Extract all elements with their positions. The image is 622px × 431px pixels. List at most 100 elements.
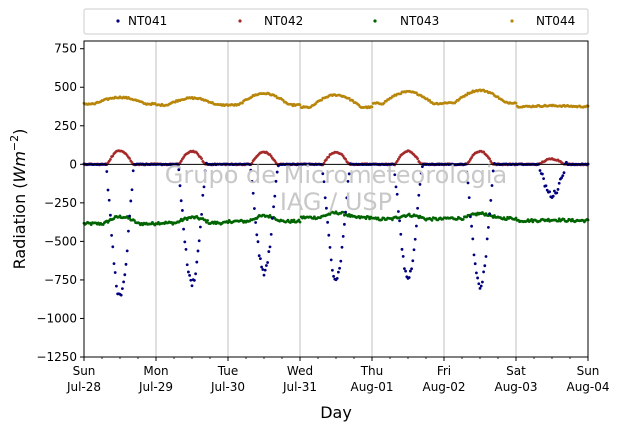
point-nt041-86 bbox=[185, 263, 189, 267]
point-nt041-142 bbox=[253, 207, 256, 210]
point-nt041-380 bbox=[538, 169, 542, 172]
point-nt041-279 bbox=[417, 193, 421, 197]
y-tick-label-1: −1000 bbox=[36, 311, 77, 325]
y-axis-label-unit: Wm bbox=[10, 151, 29, 182]
legend-label-nt044: NT044 bbox=[536, 14, 575, 28]
point-nt041-143 bbox=[254, 221, 257, 224]
point-nt041-98 bbox=[200, 213, 204, 216]
point-nt041-273 bbox=[410, 267, 413, 271]
point-nt041-327 bbox=[475, 271, 478, 275]
point-nt041-221 bbox=[347, 172, 351, 176]
point-nt042-140 bbox=[250, 161, 254, 165]
point-nt041-19 bbox=[105, 170, 109, 173]
point-nt041-281 bbox=[419, 171, 423, 175]
point-nt043-42 bbox=[133, 219, 136, 222]
point-nt041-35 bbox=[124, 262, 128, 266]
point-nt043-352 bbox=[505, 218, 508, 221]
point-nt041-385 bbox=[544, 184, 548, 188]
point-nt041-149 bbox=[261, 268, 265, 271]
point-nt044-240 bbox=[370, 105, 374, 109]
point-nt041-207 bbox=[331, 268, 334, 272]
x-tick-label-3-date: Jul-31 bbox=[282, 380, 317, 394]
point-nt041-84 bbox=[183, 240, 187, 244]
point-nt041-261 bbox=[395, 192, 399, 196]
point-nt043-175 bbox=[292, 218, 296, 222]
y-axis-label-close: ) bbox=[10, 129, 29, 135]
point-nt041-330 bbox=[478, 287, 482, 290]
point-nt042-24 bbox=[111, 154, 115, 158]
point-nt043-205 bbox=[328, 212, 332, 216]
point-nt041-321 bbox=[467, 196, 471, 200]
point-nt041-278 bbox=[416, 206, 419, 210]
point-nt041-259 bbox=[393, 173, 397, 177]
y-tick-label-8: 750 bbox=[54, 42, 77, 56]
point-nt041-271 bbox=[407, 276, 411, 279]
point-nt041-386 bbox=[545, 188, 549, 192]
point-nt043-86 bbox=[185, 218, 189, 222]
point-nt041-85 bbox=[184, 248, 188, 251]
x-tick-label-4-day: Thu bbox=[360, 364, 384, 378]
point-nt041-391 bbox=[551, 194, 555, 198]
point-nt043-257 bbox=[391, 218, 394, 222]
point-nt041-396 bbox=[557, 181, 561, 185]
y-tick-label-7: 500 bbox=[54, 80, 77, 94]
point-nt041-82 bbox=[181, 209, 184, 212]
point-nt041-262 bbox=[397, 210, 400, 213]
point-nt041-21 bbox=[107, 198, 111, 202]
point-nt041-219 bbox=[345, 196, 349, 200]
point-nt041-23 bbox=[110, 234, 113, 237]
point-nt041-27 bbox=[115, 284, 118, 288]
point-nt041-157 bbox=[271, 216, 274, 220]
point-nt041-220 bbox=[346, 180, 350, 183]
point-nt041-212 bbox=[337, 270, 340, 274]
x-tick-label-0-day: Sun bbox=[73, 364, 96, 378]
point-nt041-88 bbox=[188, 273, 192, 277]
x-tick-label-5-day: Fri bbox=[437, 364, 451, 378]
point-nt042-22 bbox=[109, 157, 112, 161]
point-nt041-383 bbox=[542, 177, 545, 181]
point-nt041-205 bbox=[328, 246, 332, 249]
point-nt041-93 bbox=[194, 272, 198, 276]
point-nt041-272 bbox=[409, 269, 412, 273]
y-tick-label-2: −750 bbox=[44, 273, 77, 287]
point-nt041-81 bbox=[179, 199, 183, 203]
y-tick-label-0: −1250 bbox=[36, 350, 77, 364]
point-nt041-140 bbox=[250, 180, 254, 183]
point-nt041-395 bbox=[556, 187, 560, 191]
y-axis-label: Radiation (Wm−2) bbox=[8, 129, 29, 270]
point-nt043-101 bbox=[203, 218, 207, 222]
point-nt041-90 bbox=[190, 284, 194, 288]
point-nt041-150 bbox=[262, 273, 266, 277]
x-axis: Sun Jul-28 Mon Jul-29 Tue Jul-30 Wed Jul-31 Thu A… bbox=[66, 357, 610, 394]
point-nt041-95 bbox=[196, 249, 200, 253]
point-nt041-215 bbox=[340, 245, 344, 249]
point-nt041-31 bbox=[119, 293, 123, 297]
x-tick-label-5-date: Aug-02 bbox=[422, 380, 465, 394]
point-nt044-180 bbox=[298, 103, 302, 107]
point-nt041-268 bbox=[404, 269, 407, 273]
legend-marker-nt041 bbox=[116, 19, 120, 23]
point-nt042-95 bbox=[196, 152, 200, 156]
point-nt043-327 bbox=[475, 213, 478, 217]
point-nt041-26 bbox=[113, 271, 117, 274]
x-tick-label-6-date: Aug-03 bbox=[494, 380, 537, 394]
legend-marker-nt043 bbox=[373, 19, 377, 23]
legend-marker-nt042 bbox=[238, 19, 242, 23]
point-nt042-81 bbox=[179, 159, 183, 163]
point-nt041-199 bbox=[321, 172, 325, 176]
point-nt041-325 bbox=[472, 253, 476, 257]
point-nt041-101 bbox=[203, 169, 207, 173]
point-nt041-399 bbox=[561, 174, 565, 177]
grid bbox=[155, 41, 517, 357]
point-nt041-153 bbox=[266, 261, 269, 264]
point-nt041-89 bbox=[189, 278, 193, 282]
point-nt041-323 bbox=[470, 224, 473, 228]
series-layer bbox=[82, 88, 590, 297]
point-nt041-398 bbox=[560, 176, 563, 180]
point-nt041-400 bbox=[562, 171, 566, 175]
point-nt042-323 bbox=[470, 156, 473, 159]
point-nt041-37 bbox=[126, 229, 130, 233]
point-nt041-161 bbox=[275, 170, 279, 174]
x-tick-label-3-day: Wed bbox=[287, 364, 313, 378]
